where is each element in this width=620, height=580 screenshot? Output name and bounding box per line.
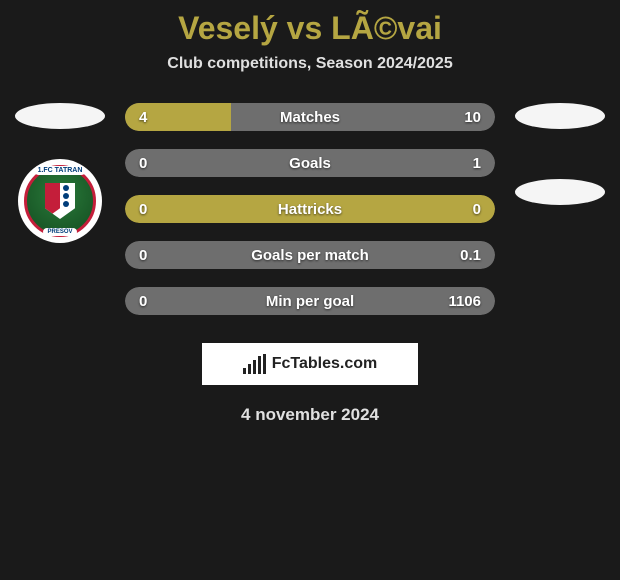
bar-chart-icon	[243, 354, 266, 374]
page-subtitle: Club competitions, Season 2024/2025	[0, 55, 620, 73]
stat-label: Hattricks	[278, 201, 342, 218]
badge-inner: 1.FC TATRAN PRESOV	[24, 165, 96, 237]
stat-left-value: 0	[139, 201, 147, 218]
stat-label: Goals per match	[251, 247, 369, 264]
badge-text-top: 1.FC TATRAN	[34, 166, 87, 175]
stat-bar: 0 Min per goal 1106	[125, 287, 495, 315]
stat-right-value: 0	[473, 201, 481, 218]
stat-right-value: 10	[464, 109, 481, 126]
badge-text-bottom: PRESOV	[43, 228, 76, 236]
right-placeholder-2	[515, 179, 605, 205]
right-team-col	[510, 103, 610, 205]
stat-bar: 4 Matches 10	[125, 103, 495, 131]
stat-label: Goals	[289, 155, 331, 172]
stat-right-value: 1106	[448, 293, 481, 310]
site-name: FcTables.com	[272, 355, 378, 373]
page-title: Veselý vs LÃ©vai	[0, 10, 620, 47]
stats-bars: 4Matches100Goals10Hattricks00Goals per m…	[125, 103, 495, 315]
badge-shield-icon	[45, 183, 75, 219]
stat-left-value: 0	[139, 155, 147, 172]
stat-label: Min per goal	[266, 293, 354, 310]
stat-right-value: 1	[473, 155, 481, 172]
stat-left-value: 4	[139, 109, 147, 126]
stat-bar: 0 Goals 1	[125, 149, 495, 177]
footer-date: 4 november 2024	[0, 405, 620, 425]
stat-bar: 0 Goals per match 0.1	[125, 241, 495, 269]
comparison-area: 1.FC TATRAN PRESOV 4Matches100Goals10Hat…	[0, 103, 620, 315]
left-team-badge: 1.FC TATRAN PRESOV	[18, 159, 102, 243]
site-logo: FcTables.com	[202, 343, 418, 385]
left-placeholder-1	[15, 103, 105, 129]
comparison-card: Veselý vs LÃ©vai Club competitions, Seas…	[0, 0, 620, 435]
stat-label: Matches	[280, 109, 340, 126]
stat-left-value: 0	[139, 293, 147, 310]
stat-right-value: 0.1	[460, 247, 481, 264]
left-team-col: 1.FC TATRAN PRESOV	[10, 103, 110, 243]
stat-bar: 0 Hattricks 0	[125, 195, 495, 223]
right-placeholder-1	[515, 103, 605, 129]
stat-left-value: 0	[139, 247, 147, 264]
